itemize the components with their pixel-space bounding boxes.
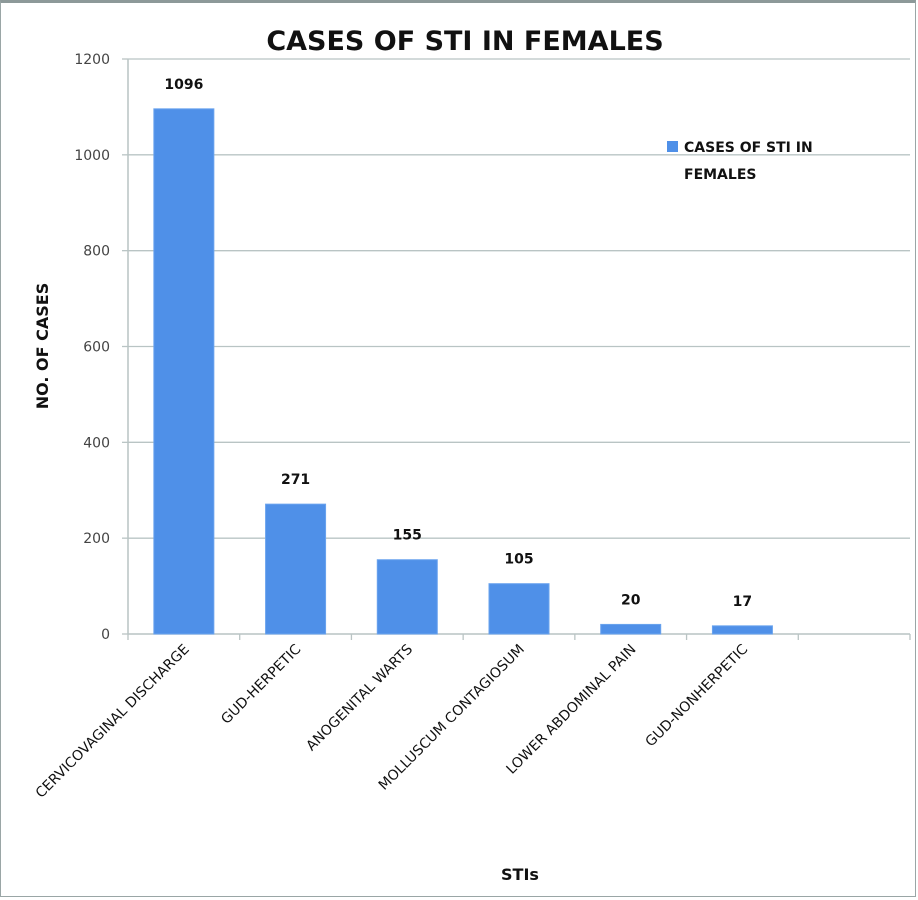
y-tick-label: 200 bbox=[83, 531, 110, 547]
bar bbox=[711, 625, 773, 635]
x-category-label: GUD-HERPETIC bbox=[218, 641, 304, 727]
x-category-label: ANOGENITAL WARTS bbox=[303, 641, 416, 754]
x-category-label: LOWER ABDOMINAL PAIN bbox=[503, 642, 639, 778]
x-category-labels: CERVICOVAGINAL DISCHARGE GUD-HERPETICANOG… bbox=[33, 641, 752, 801]
bars bbox=[153, 108, 773, 635]
y-axis-title: NO. OF CASES bbox=[33, 283, 52, 410]
legend: CASES OF STI IN FEMALES bbox=[667, 140, 813, 183]
legend-swatch bbox=[667, 141, 678, 152]
data-label: 155 bbox=[393, 528, 422, 544]
legend-label-line2: FEMALES bbox=[684, 167, 756, 183]
gridlines bbox=[128, 58, 910, 539]
bar bbox=[153, 108, 215, 635]
data-labels: 1096 271 155 105 20 17 bbox=[164, 77, 752, 610]
y-tick-label: 0 bbox=[101, 627, 110, 643]
chart-title: CASES OF STI IN FEMALES bbox=[266, 26, 663, 57]
data-label: 17 bbox=[733, 594, 752, 610]
bar bbox=[600, 623, 662, 635]
x-axis-title: STIs bbox=[501, 865, 539, 884]
data-label: 1096 bbox=[164, 77, 203, 93]
y-tick-label: 600 bbox=[83, 340, 110, 356]
data-label: 271 bbox=[281, 472, 310, 488]
y-tick-label: 800 bbox=[83, 244, 110, 260]
x-category-label: GUD-NONHERPETIC bbox=[643, 641, 752, 750]
y-tick-labels: 0 200 400 600 800 1000 1200 bbox=[74, 52, 110, 643]
x-category-label: CERVICOVAGINAL DISCHARGE bbox=[33, 642, 193, 802]
bar bbox=[488, 583, 550, 635]
y-tick-label: 400 bbox=[83, 435, 110, 451]
bar bbox=[265, 503, 327, 635]
y-tick-label: 1200 bbox=[74, 52, 110, 68]
legend-label-line1: CASES OF STI IN bbox=[684, 140, 813, 156]
data-label: 20 bbox=[621, 592, 641, 608]
bar bbox=[376, 559, 438, 635]
data-label: 105 bbox=[504, 552, 533, 568]
y-tick-label: 1000 bbox=[74, 148, 110, 164]
